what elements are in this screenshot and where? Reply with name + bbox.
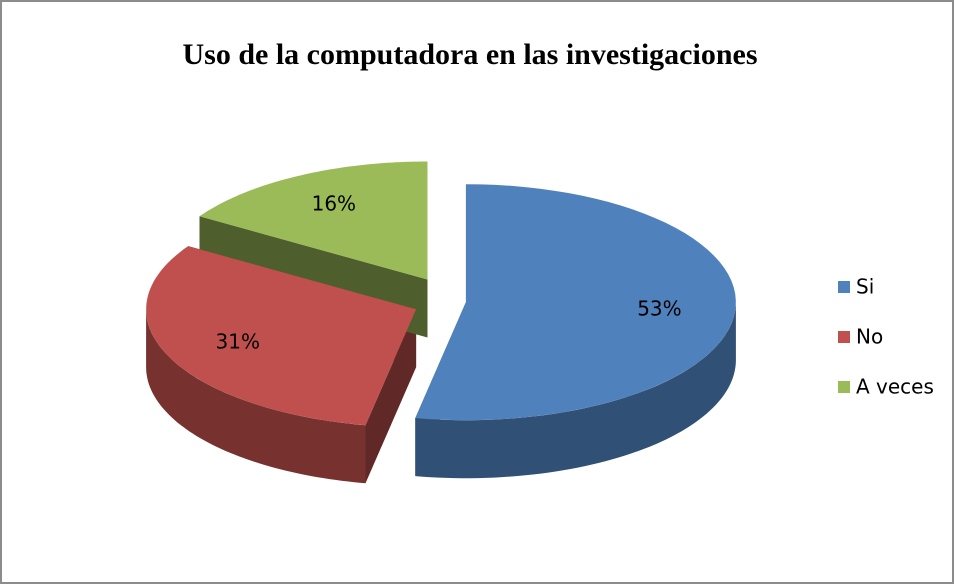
legend-label: A veces [856, 375, 934, 399]
slice [199, 161, 428, 280]
legend-label: No [856, 325, 883, 349]
slice [146, 246, 417, 426]
legend-label: Si [856, 275, 874, 299]
slice-side [415, 302, 736, 479]
legend-swatch [838, 331, 850, 343]
slice-tops [146, 161, 736, 426]
slice-side [146, 309, 366, 484]
data-label: 16% [312, 192, 356, 216]
legend-swatch [838, 281, 850, 293]
data-label: 31% [216, 330, 260, 354]
legend-swatch [838, 381, 850, 393]
data-label: 53% [637, 297, 681, 321]
slice [415, 184, 736, 421]
chart-title: Uso de la computadora en las investigaci… [182, 38, 757, 71]
